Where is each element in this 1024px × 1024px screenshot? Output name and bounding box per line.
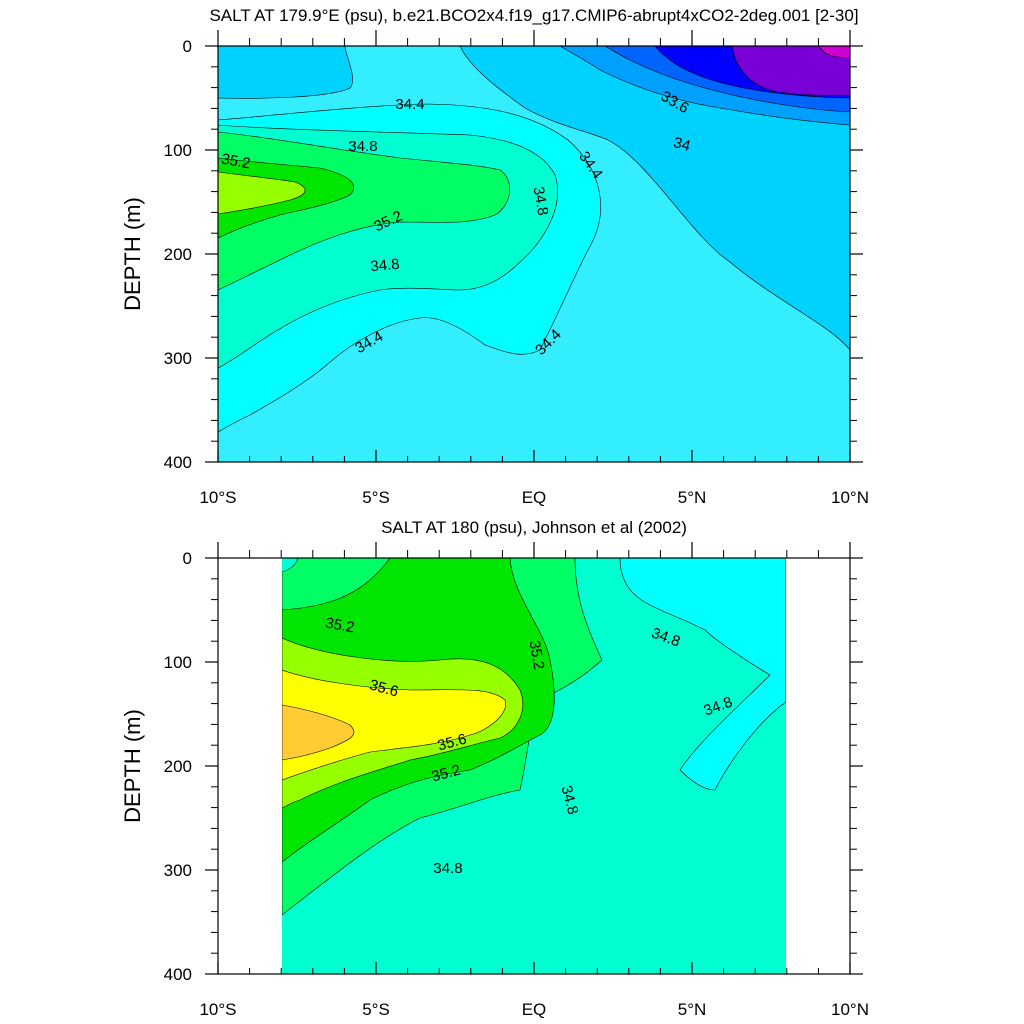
observation-contour-fills bbox=[282, 558, 786, 974]
model-contour-label-1: 34.4 bbox=[395, 96, 424, 113]
observation-contour-labels: 35.2 35.2 34.8 35.6 34.8 35.6 35.2 34.8 … bbox=[324, 615, 735, 877]
obs-xtick-label-5: 10°N bbox=[831, 1000, 869, 1019]
model-fill-33-0 bbox=[731, 46, 850, 96]
observation-major-ticks bbox=[205, 542, 863, 975]
model-contour-label-6: 34.8 bbox=[370, 256, 401, 275]
model-major-ticks bbox=[205, 30, 863, 463]
observation-panel: SALT AT 180 (psu), Johnson et al (2002) bbox=[120, 518, 869, 1019]
obs-contour-label-2: 35.2 bbox=[526, 639, 548, 671]
obs-contour-label-1: 35.2 bbox=[324, 615, 356, 637]
model-contour-label-3: 35.2 bbox=[220, 151, 252, 173]
model-xtick-label-5: 10°N bbox=[831, 488, 869, 507]
obs-ytick-label-5: 400 bbox=[164, 965, 192, 984]
obs-xtick-label-4: 5°N bbox=[678, 1000, 707, 1019]
obs-ytick-label-4: 300 bbox=[164, 861, 192, 880]
model-axes: 10°S 5°S EQ 5°N 10°N 0 100 200 300 400 D… bbox=[120, 30, 869, 507]
obs-xtick-label-2: 5°S bbox=[362, 1000, 390, 1019]
model-ytick-label-3: 200 bbox=[164, 245, 192, 264]
obs-xtick-label-1: 10°S bbox=[199, 1000, 236, 1019]
model-y-tick-labels: 0 100 200 300 400 bbox=[164, 37, 192, 472]
observation-y-tick-labels: 0 100 200 300 400 bbox=[164, 549, 192, 984]
obs-contour-label-8: 34.8 bbox=[558, 784, 582, 817]
model-xtick-label-3: EQ bbox=[522, 488, 547, 507]
obs-contour-label-6: 35.6 bbox=[436, 730, 469, 754]
observation-panel-title: SALT AT 180 (psu), Johnson et al (2002) bbox=[381, 518, 687, 537]
model-panel: SALT AT 179.9°E (psu), b.e21.BCO2x4.f19_… bbox=[120, 6, 869, 507]
obs-fill-35-6 bbox=[282, 669, 507, 781]
observation-y-axis-label: DEPTH (m) bbox=[120, 709, 145, 823]
model-xtick-label-2: 5°S bbox=[362, 488, 390, 507]
model-ytick-label-5: 400 bbox=[164, 453, 192, 472]
obs-fill-34-6 bbox=[619, 558, 786, 791]
observation-axes: 10°S 5°S EQ 5°N 10°N 0 100 200 300 400 D… bbox=[120, 542, 869, 1019]
model-y-axis-label: DEPTH (m) bbox=[120, 197, 145, 311]
model-ytick-label-4: 300 bbox=[164, 349, 192, 368]
obs-ytick-label-2: 100 bbox=[164, 653, 192, 672]
model-x-tick-labels: 10°S 5°S EQ 5°N 10°N bbox=[199, 488, 869, 507]
model-ytick-label-1: 0 bbox=[183, 37, 192, 56]
model-contour-label-11: 34 bbox=[672, 134, 693, 155]
observation-x-tick-labels: 10°S 5°S EQ 5°N 10°N bbox=[199, 1000, 869, 1019]
obs-fill-35-8 bbox=[282, 704, 355, 761]
model-panel-title: SALT AT 179.9°E (psu), b.e21.BCO2x4.f19_… bbox=[209, 6, 858, 25]
model-contour-label-5: 34.8 bbox=[530, 185, 552, 217]
model-xtick-label-4: 5°N bbox=[678, 488, 707, 507]
model-contour-fills bbox=[218, 46, 850, 462]
model-minor-ticks bbox=[211, 38, 857, 462]
model-fill-35-4 bbox=[218, 171, 306, 215]
model-ytick-label-2: 100 bbox=[164, 141, 192, 160]
obs-ytick-label-3: 200 bbox=[164, 757, 192, 776]
obs-ytick-label-1: 0 bbox=[183, 549, 192, 568]
model-contour-label-2: 34.8 bbox=[348, 138, 377, 155]
obs-contour-label-9: 34.8 bbox=[433, 860, 462, 877]
obs-contour-label-4: 35.6 bbox=[368, 676, 401, 700]
obs-contour-label-7: 35.2 bbox=[430, 761, 463, 785]
model-xtick-label-1: 10°S bbox=[199, 488, 236, 507]
observation-minor-ticks bbox=[211, 550, 857, 974]
obs-xtick-label-3: EQ bbox=[522, 1000, 547, 1019]
